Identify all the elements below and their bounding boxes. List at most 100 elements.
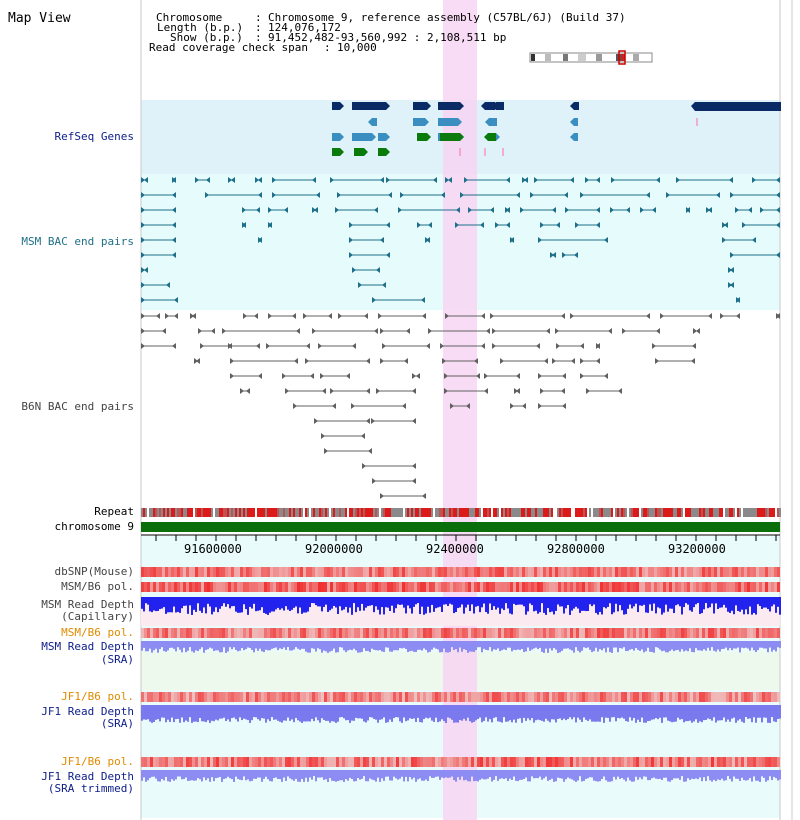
polymorphism-cell — [420, 582, 423, 592]
track-label-msm-b6-pol[interactable]: MSM/B6 pol. — [61, 580, 134, 593]
read-depth-bar — [367, 641, 369, 651]
read-depth-bar — [577, 597, 579, 609]
read-depth-bar — [431, 770, 433, 778]
track-label-b6n-bac[interactable]: B6N BAC end pairs — [21, 400, 134, 413]
repeat-block — [619, 508, 621, 517]
read-depth-bar — [731, 770, 733, 782]
repeat-block — [343, 508, 345, 517]
read-depth-bar — [425, 597, 427, 614]
read-depth-bar — [225, 641, 227, 653]
bac-end-marker — [141, 192, 145, 198]
read-depth-bar — [685, 641, 687, 651]
track-label-jf1-b6-pol-2[interactable]: JF1/B6 pol. — [61, 755, 134, 768]
repeat-block — [281, 508, 283, 517]
track-label-chromosome[interactable]: chromosome 9 — [54, 520, 134, 533]
read-depth-bar — [349, 705, 351, 723]
track-label-jf1-depth-trimmed[interactable]: JF1 Read Depth — [41, 770, 134, 783]
polymorphism-cell — [750, 582, 753, 592]
track-label-msm-depth-sra[interactable]: MSM Read Depth — [41, 640, 134, 653]
polymorphism-cell — [144, 692, 147, 702]
polymorphism-cell — [675, 692, 678, 702]
polymorphism-cell — [204, 692, 207, 702]
read-depth-bar — [421, 770, 423, 781]
track-label-repeat[interactable]: Repeat — [94, 505, 134, 518]
polymorphism-cell — [186, 628, 189, 638]
read-depth-bar — [473, 770, 475, 782]
read-depth-bar — [389, 597, 391, 612]
read-depth-bar — [379, 597, 381, 615]
track-label-msm-depth-capillary[interactable]: MSM Read Depth — [41, 598, 134, 611]
repeat-block — [317, 508, 319, 517]
read-depth-bar — [715, 641, 717, 652]
track-label-dbsnp[interactable]: dbSNP(Mouse) — [54, 565, 134, 578]
repeat-block — [601, 508, 603, 517]
bac-end-marker — [404, 358, 408, 364]
polymorphism-cell — [447, 757, 450, 767]
read-depth-bar — [481, 705, 483, 723]
read-depth-bar — [525, 705, 527, 721]
polymorphism-cell — [294, 567, 297, 577]
read-depth-bar — [297, 641, 299, 649]
bac-end-marker — [398, 207, 402, 213]
polymorphism-cell — [765, 692, 768, 702]
track-label-refseq[interactable]: RefSeq Genes — [54, 130, 134, 143]
polymorphism-cell — [654, 692, 657, 702]
polymorphism-cell — [618, 628, 621, 638]
read-depth-bar — [165, 705, 167, 723]
repeat-block — [615, 508, 617, 517]
polymorphism-cell — [231, 567, 234, 577]
polymorphism-cell — [744, 567, 747, 577]
read-depth-bar — [609, 705, 611, 722]
repeat-block — [589, 508, 591, 517]
polymorphism-cell — [687, 567, 690, 577]
read-depth-bar — [603, 770, 605, 777]
polymorphism-cell — [141, 757, 144, 767]
polymorphism-cell — [564, 628, 567, 638]
read-depth-bar — [611, 641, 613, 653]
polymorphism-cell — [522, 692, 525, 702]
polymorphism-cell — [279, 628, 282, 638]
polymorphism-cell — [264, 628, 267, 638]
refseq-gene — [372, 118, 377, 126]
read-depth-bar — [379, 705, 381, 720]
read-depth-bar — [709, 705, 711, 720]
track-label-jf1-depth-sra[interactable]: JF1 Read Depth — [41, 705, 134, 718]
polymorphism-cell — [663, 567, 666, 577]
bac-end-marker — [760, 207, 764, 213]
read-depth-bar — [591, 770, 593, 778]
read-depth-bar — [203, 641, 205, 653]
read-depth-bar — [159, 770, 161, 782]
read-depth-bar — [253, 770, 255, 779]
read-depth-bar — [407, 597, 409, 606]
polymorphism-cell — [429, 628, 432, 638]
track-label-msm-bac[interactable]: MSM BAC end pairs — [21, 235, 134, 248]
repeat-block — [419, 508, 421, 517]
polymorphism-cell — [774, 692, 777, 702]
read-depth-bar — [399, 770, 401, 779]
bac-end-marker — [538, 373, 542, 379]
bac-end-marker — [468, 207, 472, 213]
repeat-block — [381, 508, 383, 517]
track-label-jf1-b6-pol[interactable]: JF1/B6 pol. — [61, 690, 134, 703]
polymorphism-cell — [582, 757, 585, 767]
polymorphism-cell — [681, 692, 684, 702]
read-depth-bar — [161, 597, 163, 609]
polymorphism-cell — [507, 567, 510, 577]
polymorphism-cell — [300, 582, 303, 592]
track-label-msm-b6-pol-2[interactable]: MSM/B6 pol. — [61, 626, 134, 639]
repeat-block — [695, 508, 697, 517]
ideogram-band — [586, 54, 596, 61]
bac-end-marker — [380, 358, 384, 364]
read-depth-bar — [739, 641, 741, 653]
read-depth-bar — [531, 770, 533, 777]
ideogram-band — [596, 54, 602, 61]
polymorphism-cell — [696, 567, 699, 577]
polymorphism-cell — [555, 628, 558, 638]
read-depth-bar — [463, 770, 465, 781]
polymorphism-cell — [180, 757, 183, 767]
polymorphism-cell — [243, 567, 246, 577]
read-depth-bar — [731, 597, 733, 611]
polymorphism-cell — [498, 628, 501, 638]
read-depth-bar — [535, 597, 537, 611]
